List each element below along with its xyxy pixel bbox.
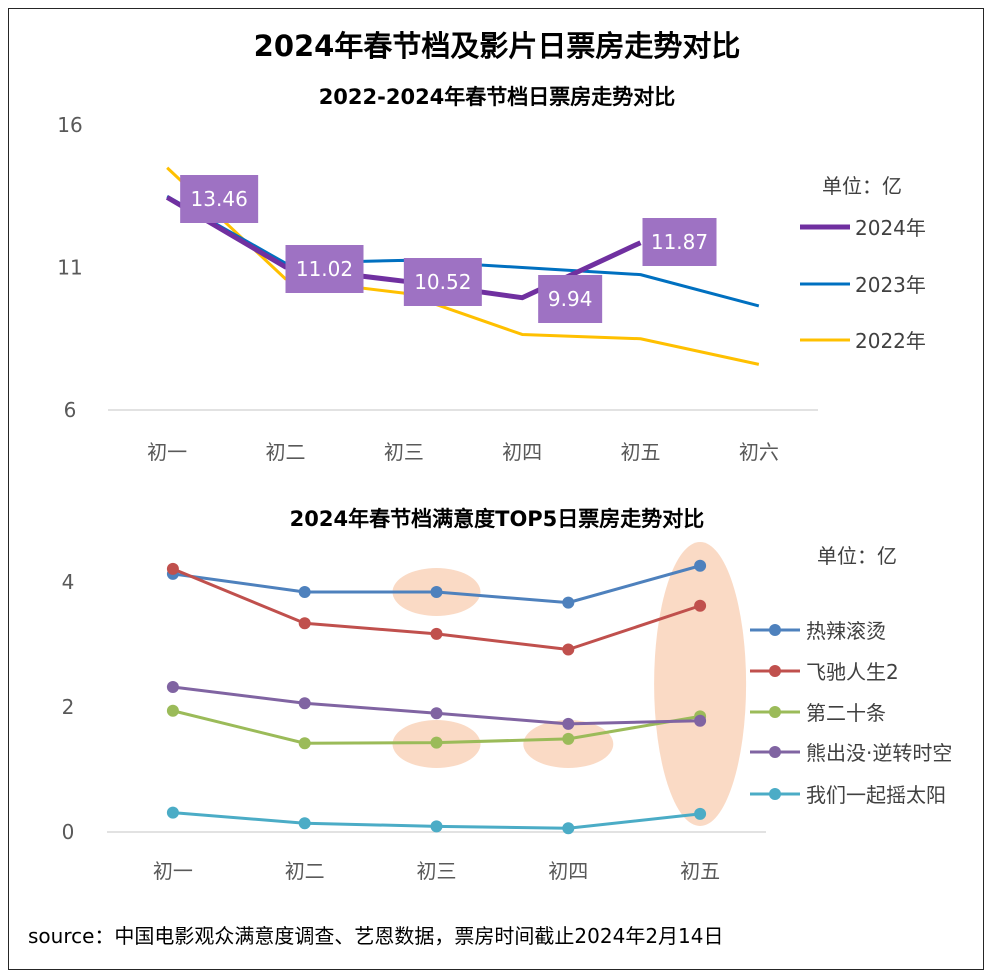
chart1-x-tick: 初三 [384,440,424,464]
chart2-x-tick: 初五 [680,859,720,883]
chart1-plot: 6 11 16 初一 初二 初三 初四 初五 初六 13.46 11.02 10.52 9.94 11.8… [57,113,926,464]
chart2-legend-label: 飞驰人生2 [806,660,899,684]
chart2-point-第二十条 [562,732,575,745]
chart1-data-label: 9.94 [548,287,593,311]
chart1-x-tick: 初二 [266,440,306,464]
chart2-legend-label: 热辣滚烫 [806,619,886,643]
chart1-x-tick: 初六 [739,440,779,464]
chart2-legend-label: 熊出没·逆转时空 [806,741,952,765]
chart2-x-tick: 初二 [285,859,325,883]
chart1-data-label: 13.46 [191,187,248,211]
chart1-x-tick: 初一 [147,440,187,464]
chart1-data-label: 11.87 [651,230,708,254]
chart2-y-tick: 2 [62,695,75,719]
chart1-y-tick: 16 [57,113,82,137]
chart1-data-label-box [180,175,259,223]
chart1-unit: 单位：亿 [822,174,902,198]
chart1-legend-label: 2022年 [855,329,926,353]
chart1-series-2022年 [166,166,760,366]
chart2-point-热辣滚烫 [298,586,311,598]
chart2-point-第二十条 [166,704,179,717]
chart2-point-我们一起摇太阳 [298,817,311,830]
chart2-x-tick: 初四 [548,859,588,883]
chart2-point-我们一起摇太阳 [694,807,707,820]
chart2-point-飞驰人生2 [298,617,311,630]
chart2-point-热辣滚烫 [562,596,575,609]
chart2-legend-label: 第二十条 [806,701,886,725]
chart2-point-热辣滚烫 [430,586,443,598]
chart1-data-label-box [403,258,482,306]
chart2-point-飞驰人生2 [694,599,707,612]
chart1-x-tick: 初四 [502,440,542,464]
chart2-point-第二十条 [430,736,443,749]
chart1-data-label-box [285,245,364,293]
chart2-point-熊出没-逆转时空 [166,681,179,693]
chart2-point-我们一起摇太阳 [562,822,575,835]
chart1-title: 2022-2024年春节档日票房走势对比 [319,85,676,109]
chart2-legend-marker [769,624,781,636]
chart2-point-熊出没-逆转时空 [562,717,575,730]
chart2-point-熊出没-逆转时空 [298,697,311,710]
chart1-legend-label: 2024年 [855,216,926,240]
chart2-y-tick: 0 [62,820,75,844]
chart1-data-label: 10.52 [414,270,471,294]
chart2-point-我们一起摇太阳 [166,806,179,819]
chart2-unit: 单位：亿 [817,544,897,568]
chart2-title: 2024年春节档满意度TOP5日票房走势对比 [290,507,705,531]
chart2-y-tick: 4 [62,570,75,594]
chart2-point-熊出没-逆转时空 [694,714,707,727]
source-note: source：中国电影观众满意度调查、艺恩数据，票房时间截止2024年2月14日 [28,924,724,948]
chart2-point-飞驰人生2 [430,627,443,640]
chart2-x-tick: 初三 [417,859,457,883]
main-title: 2024年春节档及影片日票房走势对比 [254,29,741,63]
chart2-point-热辣滚烫 [694,559,707,572]
chart1-y-tick: 6 [64,398,77,422]
chart1-data-label: 11.02 [296,257,353,281]
chart1-x-tick: 初五 [621,440,661,464]
chart2-legend-label: 我们一起摇太阳 [806,783,946,807]
chart2-x-tick: 初一 [153,859,193,883]
chart2-point-飞驰人生2 [166,562,179,575]
chart2-point-第二十条 [298,737,311,750]
highlight-ellipse [654,542,747,826]
chart2-legend-marker [769,746,781,758]
chart1-data-label-box [538,275,603,323]
chart1-y-tick: 11 [57,256,82,280]
chart2-legend-marker [769,665,781,677]
chart2-point-飞驰人生2 [562,643,575,656]
chart2-legend-marker [769,706,781,718]
chart2-point-熊出没-逆转时空 [430,707,443,720]
chart2-point-我们一起摇太阳 [430,820,443,833]
chart1-data-label-box [642,218,717,266]
chart2-legend-marker [769,788,781,800]
chart1-legend-label: 2023年 [855,273,926,297]
